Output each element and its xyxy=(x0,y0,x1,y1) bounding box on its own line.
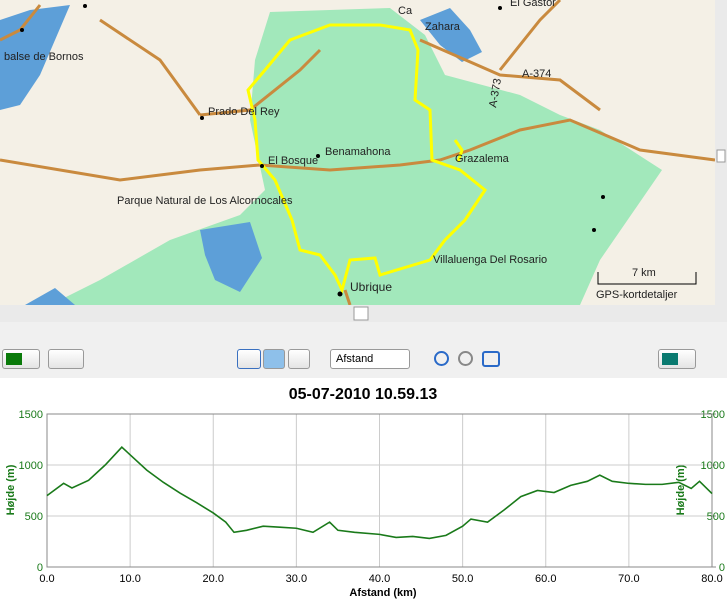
v-scroll-thumb[interactable] xyxy=(716,149,726,163)
map-label: Zahara xyxy=(425,21,461,33)
map-label: Villaluenga Del Rosario xyxy=(433,254,547,266)
chart-background xyxy=(0,378,727,601)
y2-axis-label: Højde (m) xyxy=(675,464,687,515)
x-tick-label: 50.0 xyxy=(452,573,473,585)
map-label: A-373 xyxy=(487,78,504,109)
towns xyxy=(20,4,605,297)
zoom-fit[interactable] xyxy=(482,351,500,367)
x-tick-label: 80.0 xyxy=(701,573,722,585)
map-label: Prado Del Rey xyxy=(208,106,280,118)
chart: 05-07-2010 10.59.13 Afstand (km) Højde (… xyxy=(0,378,727,601)
y-tick-label: 1500 xyxy=(19,409,43,421)
scale-label: 7 km xyxy=(632,267,656,279)
plot-frame xyxy=(46,413,713,568)
map-label: Benamahona xyxy=(325,146,391,158)
x-axis-label: Afstand (km) xyxy=(349,587,417,599)
cursor-button[interactable] xyxy=(237,349,261,369)
zoom-in[interactable] xyxy=(432,349,452,369)
map-label: balse de Bornos xyxy=(4,51,84,63)
smooth-button[interactable] xyxy=(288,349,310,369)
x-tick-label: 20.0 xyxy=(203,573,224,585)
y2-tick-label: 500 xyxy=(707,511,725,523)
map-label: Ubrique xyxy=(350,280,392,294)
map-label: A-374 xyxy=(522,68,551,80)
x-tick-label: 40.0 xyxy=(369,573,390,585)
y-tick-label: 500 xyxy=(25,511,43,523)
y-axis-label: Højde (m) xyxy=(5,464,17,515)
y-tick-label: 0 xyxy=(37,562,43,574)
color-button-2[interactable] xyxy=(658,349,696,369)
map-label: Grazalema xyxy=(455,153,510,165)
axis-dropdown[interactable]: Afstand xyxy=(330,349,410,369)
chart-title: 05-07-2010 10.59.13 xyxy=(289,386,438,403)
y2-tick-label: 1000 xyxy=(701,460,725,472)
scale-caption: GPS-kortdetaljer xyxy=(596,289,678,301)
map[interactable]: Ca El Gastor Zahara balse de Bornos A-37… xyxy=(0,0,727,330)
x-tick-label: 10.0 xyxy=(119,573,140,585)
map-label: Ca xyxy=(398,5,413,17)
map-label: El Bosque xyxy=(268,155,318,167)
map-label: Parque Natural de Los Alcornocales xyxy=(117,195,293,207)
scale-bar xyxy=(597,272,697,285)
y-tick-label: 1000 xyxy=(19,460,43,472)
view-button[interactable] xyxy=(263,349,285,369)
h-scroll-thumb[interactable] xyxy=(353,306,369,321)
y2-tick-label: 0 xyxy=(719,562,725,574)
y2-tick-label: 1500 xyxy=(701,409,725,421)
style-button[interactable] xyxy=(48,349,84,369)
x-tick-label: 70.0 xyxy=(618,573,639,585)
x-tick-label: 30.0 xyxy=(286,573,307,585)
color-button[interactable] xyxy=(2,349,40,369)
elevation-line xyxy=(46,446,713,540)
zoom-out[interactable] xyxy=(456,349,476,369)
x-tick-label: 60.0 xyxy=(535,573,556,585)
x-tick-label: 0.0 xyxy=(39,573,54,585)
map-label: El Gastor xyxy=(510,0,556,9)
